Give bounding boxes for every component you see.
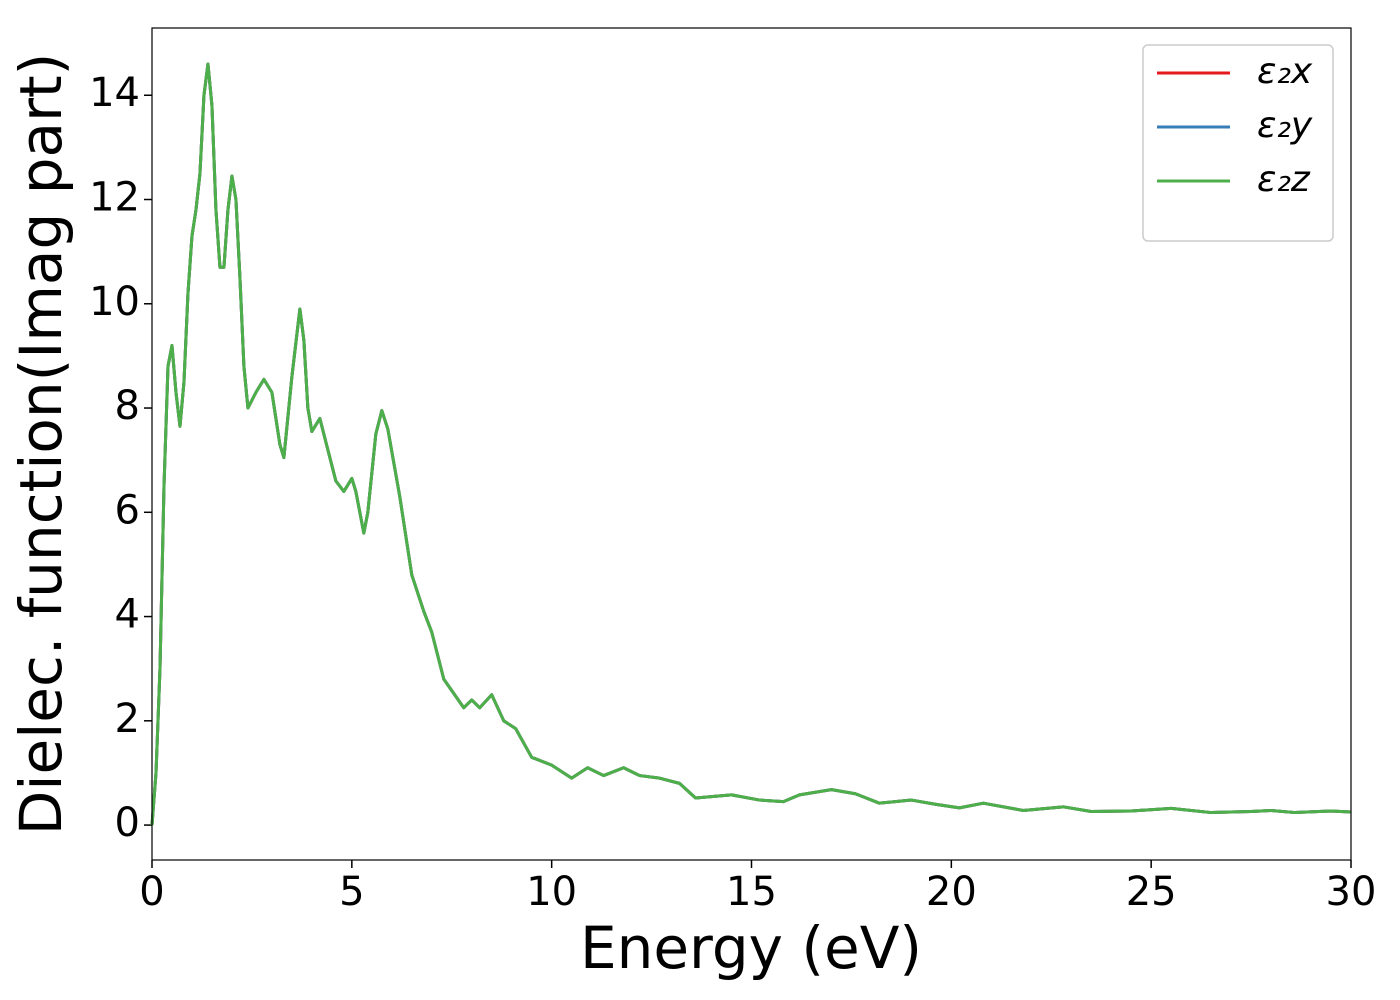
x-tick-label: 25 (1126, 869, 1177, 915)
x-axis-label: Energy (eV) (580, 914, 922, 982)
x-tick-label: 15 (726, 869, 777, 915)
x-tick-label: 0 (139, 869, 164, 915)
y-tick-label: 2 (115, 696, 140, 742)
y-axis-label: Dielec. function(Imag part) (7, 53, 75, 836)
y-tick-label: 4 (115, 592, 140, 638)
legend-box (1142, 44, 1334, 242)
plot-frame (151, 27, 1352, 861)
x-tick-label: 30 (1326, 869, 1377, 915)
line (150, 62, 1352, 826)
legend-label: ε₂z (1257, 159, 1311, 200)
y-tick-label: 12 (89, 175, 140, 221)
y-tick-label: 8 (115, 383, 140, 429)
y-tick-label: 0 (115, 800, 140, 846)
y-tick-label: 14 (89, 70, 140, 116)
x-tick-label: 20 (926, 869, 977, 915)
y-tick-label: 10 (89, 279, 140, 325)
y-tick-label: 6 (115, 487, 140, 533)
x-tick-label: 5 (339, 869, 364, 915)
legend-label: ε₂y (1257, 105, 1313, 146)
legend-label: ε₂x (1257, 51, 1313, 92)
x-tick-label: 10 (526, 869, 577, 915)
